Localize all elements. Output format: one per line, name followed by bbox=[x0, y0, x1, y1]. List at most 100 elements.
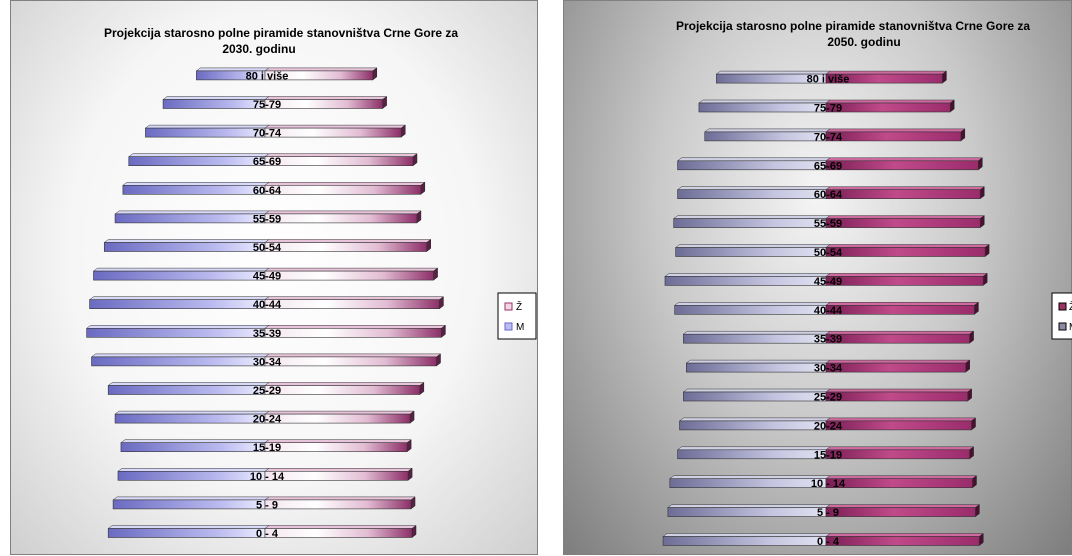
bar-z bbox=[825, 304, 975, 315]
bar-z bbox=[264, 185, 422, 195]
legend: Ž M bbox=[497, 292, 537, 340]
bars-group: 0 - 4 5 - 9 10 - 14 15-19 20-24 25-29 30-34 35-… bbox=[85, 67, 447, 540]
chart-2030-panel: Projekcija starosno polne piramide stano… bbox=[10, 0, 538, 555]
legend-box bbox=[1051, 292, 1072, 340]
bar-z bbox=[825, 362, 966, 373]
bar-z bbox=[264, 327, 442, 338]
bar-z bbox=[264, 99, 383, 109]
category-label: 40-44 bbox=[814, 305, 843, 317]
bar-m bbox=[677, 189, 827, 199]
bar-z bbox=[825, 247, 986, 257]
bar-z-top-face bbox=[264, 468, 413, 472]
bar-z bbox=[264, 442, 408, 453]
bar-z-top-face bbox=[264, 267, 439, 272]
bar-z bbox=[825, 218, 981, 228]
category-label: 80 i više bbox=[246, 70, 289, 82]
bar-m-top-face bbox=[85, 325, 270, 329]
bar-m-top-face bbox=[669, 475, 831, 479]
bar-z-top-face bbox=[825, 128, 966, 133]
bar-m-top-face bbox=[664, 273, 831, 277]
bar-m bbox=[145, 127, 266, 138]
bar-z-top-face bbox=[825, 186, 985, 190]
bar-z bbox=[264, 385, 421, 395]
bar-m bbox=[91, 356, 266, 367]
bar-m bbox=[673, 218, 827, 228]
bar-z-top-face bbox=[264, 96, 388, 100]
bar-z-top-face bbox=[825, 446, 975, 451]
category-label: 45-49 bbox=[253, 271, 281, 283]
bar-m-top-face bbox=[120, 439, 270, 443]
category-label: 20-24 bbox=[253, 414, 282, 426]
bar-z-top-face bbox=[264, 353, 442, 358]
chart-title-line-1: Projekcija starosno polne piramide stano… bbox=[676, 19, 1030, 33]
bar-m-top-face bbox=[88, 296, 270, 300]
bar-m bbox=[683, 333, 827, 344]
bar-z bbox=[825, 536, 980, 546]
category-label: 60-64 bbox=[814, 189, 843, 201]
bar-z bbox=[825, 276, 984, 286]
category-label: 25-29 bbox=[253, 385, 281, 397]
bar-m-top-face bbox=[674, 244, 831, 248]
pyramid-chart-2030: Projekcija starosno polne piramide stano… bbox=[85, 26, 537, 540]
bar-z-top-face bbox=[825, 273, 988, 277]
bar-m bbox=[93, 270, 266, 281]
bar-m-top-face bbox=[112, 496, 270, 501]
bar-m-top-face bbox=[676, 157, 831, 162]
bar-z bbox=[825, 478, 973, 489]
category-label: 10 - 14 bbox=[811, 478, 846, 490]
bar-z bbox=[825, 449, 970, 460]
bar-z bbox=[264, 213, 418, 224]
bar-m-top-face bbox=[107, 382, 270, 386]
category-label: 25-29 bbox=[814, 392, 842, 404]
category-label: 75-79 bbox=[253, 99, 281, 111]
bar-m bbox=[122, 185, 266, 195]
legend-label-m: M bbox=[516, 322, 524, 333]
chart-2050-panel: Projekcija starosno polne piramide stano… bbox=[563, 0, 1072, 555]
category-label: 65-69 bbox=[814, 160, 842, 172]
bar-z-top-face bbox=[825, 417, 977, 422]
bar-z bbox=[264, 356, 437, 367]
bar-m-top-face bbox=[667, 504, 831, 508]
bar-z-top-face bbox=[264, 239, 432, 243]
bar-m bbox=[677, 160, 827, 171]
bar-z-top-face bbox=[825, 504, 981, 508]
bar-m-top-face bbox=[90, 353, 270, 358]
bar-m bbox=[114, 213, 266, 224]
bar-z bbox=[264, 499, 412, 510]
bar-z bbox=[264, 70, 374, 81]
legend: Ž M bbox=[1051, 292, 1072, 340]
bar-z-top-face bbox=[264, 439, 412, 443]
bar-m bbox=[667, 507, 827, 517]
bar-z bbox=[825, 507, 976, 517]
bar-z-top-face bbox=[825, 359, 971, 364]
bar-z-top-face bbox=[264, 296, 445, 300]
category-label: 70-74 bbox=[814, 131, 843, 143]
bar-z bbox=[825, 160, 979, 171]
bar-z bbox=[825, 391, 968, 402]
bar-z bbox=[825, 102, 951, 113]
bar-m-top-face bbox=[114, 410, 270, 415]
legend-label-z: Ž bbox=[1069, 300, 1072, 313]
legend-label-z: Ž bbox=[516, 300, 522, 313]
bar-m bbox=[674, 304, 827, 315]
bar-m-top-face bbox=[678, 417, 831, 422]
category-label: 10 - 14 bbox=[250, 471, 285, 483]
legend-swatch-m bbox=[504, 322, 513, 331]
pyramid-chart-2050: Projekcija starosno polne piramide stano… bbox=[662, 19, 1072, 548]
bar-m-top-face bbox=[682, 388, 831, 393]
bar-m bbox=[128, 156, 266, 166]
bar-m-top-face bbox=[685, 359, 831, 364]
bar-z bbox=[264, 242, 427, 252]
bar-m-top-face bbox=[698, 99, 831, 104]
bar-m-top-face bbox=[117, 468, 270, 472]
bar-m bbox=[683, 391, 827, 402]
category-label: 55-59 bbox=[253, 213, 281, 225]
bar-z bbox=[825, 333, 970, 344]
category-label: 40-44 bbox=[253, 299, 282, 311]
category-label: 35-39 bbox=[253, 328, 281, 340]
bar-z-top-face bbox=[264, 210, 422, 215]
bar-z-top-face bbox=[825, 330, 975, 335]
bar-m bbox=[103, 242, 266, 252]
bar-z-top-face bbox=[825, 244, 990, 248]
category-label: 15-19 bbox=[814, 449, 842, 461]
